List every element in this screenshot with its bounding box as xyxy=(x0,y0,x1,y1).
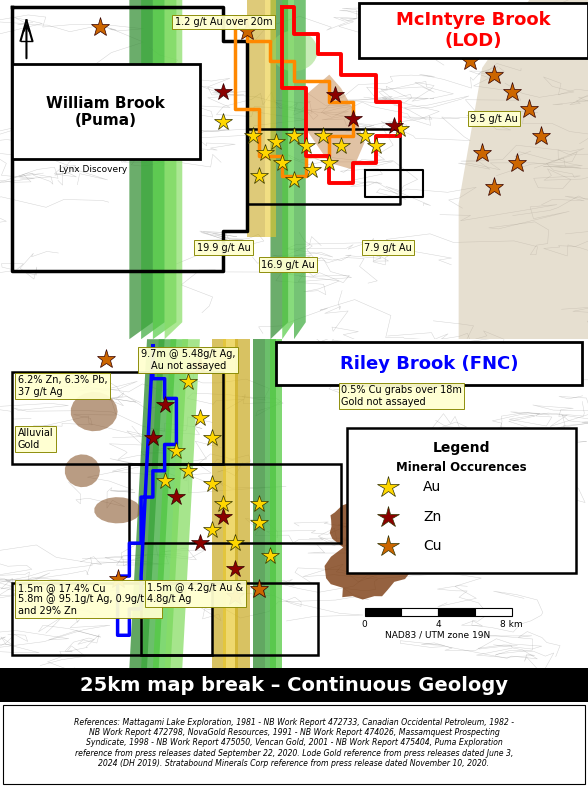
Bar xyxy=(365,608,401,616)
Polygon shape xyxy=(212,339,226,668)
Text: 0.5% Cu grabs over 18m
Gold not assayed: 0.5% Cu grabs over 18m Gold not assayed xyxy=(341,386,462,407)
Text: William Brook
(Puma): William Brook (Puma) xyxy=(46,96,165,128)
Text: Mineral Occurences: Mineral Occurences xyxy=(396,461,527,474)
Polygon shape xyxy=(141,339,176,668)
Text: McIntyre Brook
(LOD): McIntyre Brook (LOD) xyxy=(396,11,550,50)
Polygon shape xyxy=(223,339,238,668)
Text: 19.9 g/t Au: 19.9 g/t Au xyxy=(196,242,250,253)
Text: Cu: Cu xyxy=(423,539,442,553)
Polygon shape xyxy=(95,497,141,523)
Bar xyxy=(129,464,341,543)
Polygon shape xyxy=(325,487,442,600)
Text: 25km map break – Continuous Geology: 25km map break – Continuous Geology xyxy=(80,675,508,695)
Polygon shape xyxy=(65,454,100,487)
Text: 6.2% Zn, 6.3% Pb,
37 g/t Ag: 6.2% Zn, 6.3% Pb, 37 g/t Ag xyxy=(18,375,107,397)
Bar xyxy=(438,608,475,616)
Polygon shape xyxy=(71,392,118,431)
Text: Alluvial
Gold: Alluvial Gold xyxy=(18,428,54,449)
Bar xyxy=(12,372,223,464)
Text: 4: 4 xyxy=(435,620,441,630)
Bar xyxy=(12,582,212,655)
FancyBboxPatch shape xyxy=(276,342,582,386)
Polygon shape xyxy=(270,0,288,339)
FancyBboxPatch shape xyxy=(359,3,588,57)
Polygon shape xyxy=(265,339,276,668)
Polygon shape xyxy=(165,0,182,339)
Polygon shape xyxy=(129,339,165,668)
Text: 1.5m @ 4.2g/t Au &
4.8g/t Ag: 1.5m @ 4.2g/t Au & 4.8g/t Ag xyxy=(147,582,243,604)
Text: Zn: Zn xyxy=(423,510,442,524)
Polygon shape xyxy=(165,339,200,668)
Polygon shape xyxy=(282,0,294,339)
Text: References: Mattagami Lake Exploration, 1981 - NB Work Report 472733, Canadian O: References: Mattagami Lake Exploration, … xyxy=(74,718,514,768)
Text: 9.5 g/t Au: 9.5 g/t Au xyxy=(470,113,518,124)
Text: 7.9 g/t Au: 7.9 g/t Au xyxy=(364,242,412,253)
Text: Au: Au xyxy=(423,480,442,494)
Bar xyxy=(475,608,512,616)
Text: 16.9 g/t Au: 16.9 g/t Au xyxy=(261,260,315,270)
Polygon shape xyxy=(294,0,306,339)
Text: 1.5m @ 17.4% Cu
5.8m @ 95.1g/t Ag, 0.9g/t Au
and 29% Zn: 1.5m @ 17.4% Cu 5.8m @ 95.1g/t Ag, 0.9g/… xyxy=(18,582,160,616)
Text: Riley Brook (FNC): Riley Brook (FNC) xyxy=(340,355,519,373)
Text: Legend: Legend xyxy=(433,442,490,455)
Polygon shape xyxy=(247,0,265,238)
FancyBboxPatch shape xyxy=(12,65,200,160)
Polygon shape xyxy=(141,0,165,339)
Polygon shape xyxy=(459,0,588,339)
Text: NAD83 / UTM zone 19N: NAD83 / UTM zone 19N xyxy=(386,630,490,639)
Polygon shape xyxy=(153,339,188,668)
Bar xyxy=(401,608,438,616)
Polygon shape xyxy=(153,0,176,339)
Polygon shape xyxy=(265,0,276,238)
Polygon shape xyxy=(129,0,153,339)
Polygon shape xyxy=(306,75,365,170)
Text: 8 km: 8 km xyxy=(500,620,523,630)
Polygon shape xyxy=(270,339,282,668)
Text: 0: 0 xyxy=(362,620,368,630)
Text: Lynx Discovery: Lynx Discovery xyxy=(59,165,127,174)
Polygon shape xyxy=(253,339,265,668)
FancyBboxPatch shape xyxy=(347,428,576,573)
Polygon shape xyxy=(235,339,250,668)
Bar xyxy=(141,582,318,655)
Ellipse shape xyxy=(403,32,420,49)
Text: 9.7m @ 5.48g/t Ag,
Au not assayed: 9.7m @ 5.48g/t Ag, Au not assayed xyxy=(141,349,235,371)
Text: 1.2 g/t Au over 20m: 1.2 g/t Au over 20m xyxy=(175,17,272,27)
Ellipse shape xyxy=(270,31,318,72)
